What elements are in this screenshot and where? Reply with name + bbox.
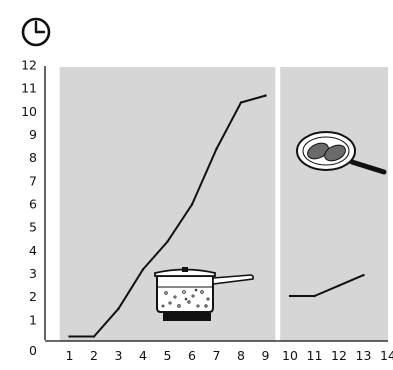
y-tick-label: 8 (29, 150, 37, 165)
x-tick-label: 14 (380, 348, 393, 363)
data-point (313, 294, 316, 298)
axes (44, 66, 388, 342)
data-point (117, 307, 120, 310)
y-tick-label: 5 (29, 220, 37, 235)
y-tick-label: 10 (21, 104, 37, 119)
x-tick-label: 1 (66, 348, 74, 363)
data-point (288, 294, 292, 298)
y-tick-label: 0 (29, 343, 37, 358)
data-point (92, 335, 96, 338)
x-tick-label: 12 (331, 348, 347, 363)
x-tick-label: 9 (262, 348, 270, 363)
y-tick-label: 9 (29, 127, 37, 142)
data-point (141, 268, 145, 271)
data-point (190, 203, 194, 206)
x-tick-label: 2 (90, 348, 98, 363)
data-point (68, 335, 71, 338)
x-tick-label: 3 (115, 348, 123, 363)
y-tick-label: 7 (29, 173, 37, 188)
y-tick-label: 11 (21, 81, 37, 96)
x-tick-label: 5 (164, 348, 172, 363)
x-tick-label: 11 (307, 348, 323, 363)
y-tick-label: 12 (21, 57, 37, 72)
series-line-pan-panel (290, 274, 364, 297)
x-tick-label: 7 (213, 348, 221, 363)
x-tick-label: 13 (356, 348, 372, 363)
data-point (239, 101, 243, 104)
clock-icon (21, 17, 51, 47)
x-tick-label: 8 (237, 348, 245, 363)
data-point (337, 284, 341, 287)
x-tick-label: 6 (188, 348, 196, 363)
cooking-pot-icon (154, 267, 255, 321)
data-point (166, 240, 169, 243)
data-point (215, 147, 218, 151)
y-tick-label: 2 (29, 289, 37, 304)
panel-pan-panel (280, 67, 388, 341)
y-tick-label: 6 (29, 196, 37, 211)
y-tick-label: 3 (29, 266, 37, 281)
frying-pan-icon (296, 131, 387, 175)
data-point (362, 273, 365, 277)
y-tick-label: 1 (29, 312, 37, 327)
data-point (264, 94, 267, 97)
x-tick-label: 4 (139, 348, 147, 363)
y-tick-label: 4 (29, 243, 37, 258)
x-tick-label: 10 (282, 348, 298, 363)
